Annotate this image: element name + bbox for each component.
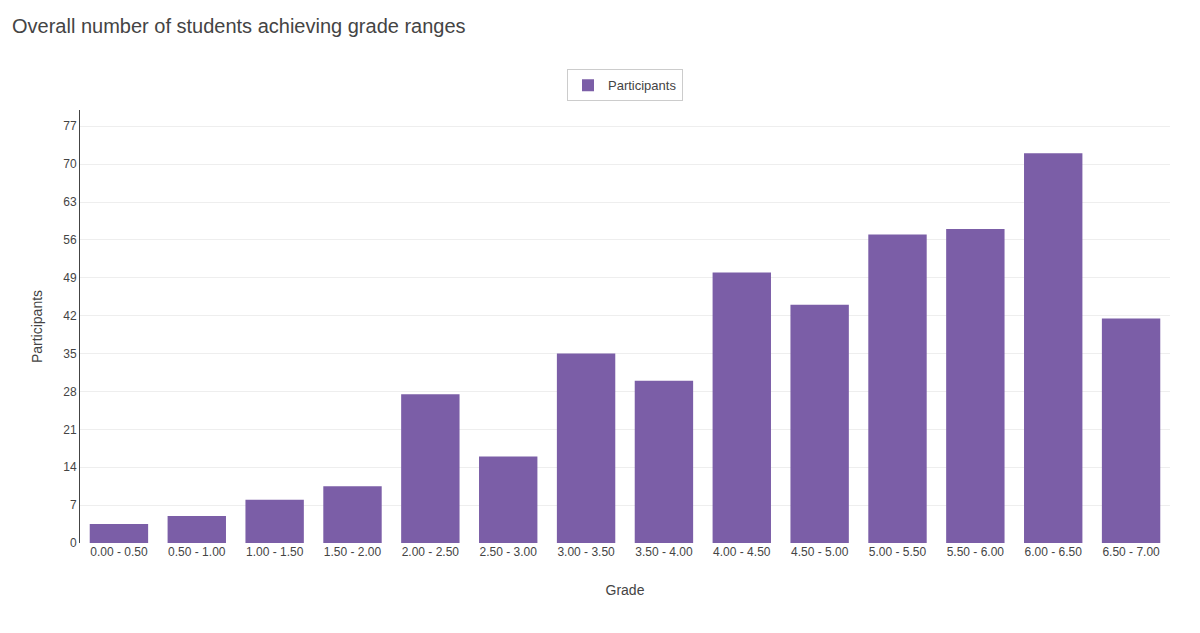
- svg-text:28: 28: [63, 385, 77, 399]
- svg-text:4.00 - 4.50: 4.00 - 4.50: [713, 545, 771, 559]
- svg-text:49: 49: [63, 271, 77, 285]
- svg-text:63: 63: [63, 195, 77, 209]
- svg-text:70: 70: [63, 157, 77, 171]
- svg-text:Grade: Grade: [606, 582, 645, 598]
- svg-text:Participants: Participants: [608, 78, 676, 93]
- svg-text:5.50 - 6.00: 5.50 - 6.00: [947, 545, 1005, 559]
- svg-text:0: 0: [70, 536, 77, 550]
- svg-text:5.00 - 5.50: 5.00 - 5.50: [869, 545, 927, 559]
- svg-text:35: 35: [63, 347, 77, 361]
- svg-text:0.50 - 1.00: 0.50 - 1.00: [168, 545, 226, 559]
- svg-text:4.50 - 5.00: 4.50 - 5.00: [791, 545, 849, 559]
- svg-text:Overall number of students ach: Overall number of students achieving gra…: [12, 15, 466, 37]
- svg-text:42: 42: [63, 309, 77, 323]
- svg-text:3.00 - 3.50: 3.00 - 3.50: [557, 545, 615, 559]
- svg-text:3.50 - 4.00: 3.50 - 4.00: [635, 545, 693, 559]
- svg-text:77: 77: [63, 119, 77, 133]
- svg-text:14: 14: [63, 460, 77, 474]
- svg-text:1.00 - 1.50: 1.00 - 1.50: [246, 545, 304, 559]
- svg-text:1.50 - 2.00: 1.50 - 2.00: [324, 545, 382, 559]
- svg-text:2.50 - 3.00: 2.50 - 3.00: [480, 545, 538, 559]
- svg-text:56: 56: [63, 233, 77, 247]
- svg-text:Participants: Participants: [29, 290, 45, 363]
- svg-text:6.00 - 6.50: 6.00 - 6.50: [1025, 545, 1083, 559]
- svg-text:2.00 - 2.50: 2.00 - 2.50: [402, 545, 460, 559]
- svg-text:21: 21: [63, 423, 77, 437]
- svg-text:7: 7: [70, 498, 77, 512]
- svg-text:0.00 - 0.50: 0.00 - 0.50: [90, 545, 148, 559]
- svg-text:6.50 - 7.00: 6.50 - 7.00: [1102, 545, 1160, 559]
